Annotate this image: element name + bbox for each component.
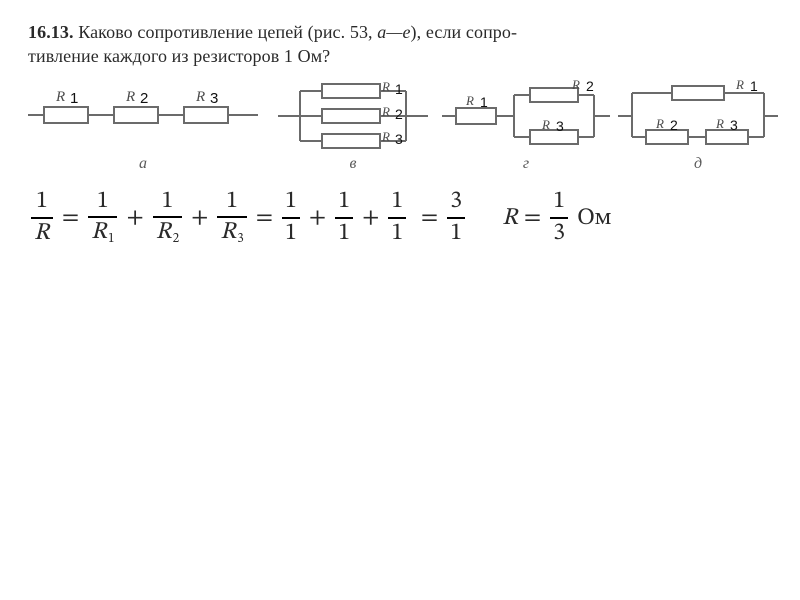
circuit-a-sub1: 1 (70, 90, 78, 107)
problem-italic-range: a—e (377, 22, 410, 42)
frac-1-over-R1: 1 R1 (88, 189, 117, 247)
svg-text:R: R (541, 117, 550, 132)
circuit-a-sub2: 2 (140, 90, 148, 107)
result-unit: Ом (571, 203, 611, 233)
t2-denR: R (156, 220, 172, 244)
eq-sign-1: = (56, 203, 85, 233)
v3n: 1 (388, 189, 406, 214)
frac-val-3: 1 1 (388, 189, 406, 245)
frac-result: 1 3 (550, 189, 568, 245)
eq-sign-3: = (409, 203, 444, 233)
circuit-d-sub3: 3 (730, 117, 738, 133)
circuit-v-sub1: 1 (395, 81, 403, 97)
problem-statement: 16.13. Каково сопротивление цепей (рис. … (28, 20, 772, 69)
equation-row: 1 R = 1 R1 + 1 R2 + 1 R3 = 1 1 + (28, 189, 772, 247)
rhs-num: 3 (447, 189, 465, 214)
circuit-a-sub3: 3 (210, 90, 218, 107)
t3-num: 1 (223, 189, 241, 214)
circuit-a-caption: a (28, 155, 258, 173)
v3d: 1 (388, 221, 406, 246)
svg-text:R: R (465, 93, 474, 108)
circuit-g-svg: R R R 1 2 3 (442, 79, 610, 153)
circuit-a: R R R 1 2 3 a (28, 79, 258, 153)
svg-text:R: R (381, 129, 390, 144)
t2-num: 1 (158, 189, 176, 214)
circuit-v-svg: R R R 1 2 3 (278, 79, 428, 153)
circuit-g-caption: г (442, 155, 610, 173)
circuit-g-sub3: 3 (556, 118, 564, 134)
rhs-den: 1 (447, 221, 465, 246)
frac-1-over-R2: 1 R2 (153, 189, 182, 247)
eq-sign-2: = (250, 203, 279, 233)
circuit-d-sub2: 2 (670, 117, 678, 133)
circuit-d-caption: д (618, 155, 778, 173)
page: 16.13. Каково сопротивление цепей (рис. … (0, 0, 800, 600)
res-num: 1 (550, 189, 568, 214)
v2d: 1 (335, 221, 353, 246)
t1-densub: 1 (107, 233, 115, 246)
problem-text-2: тивление каждого из резисторов 1 Ом? (28, 46, 330, 66)
result-eq: = (518, 203, 547, 233)
t1-num: 1 (94, 189, 112, 214)
svg-text:R: R (195, 89, 205, 105)
frac-3-over-1: 3 1 (447, 189, 465, 245)
v1n: 1 (282, 189, 300, 214)
problem-text-1b: ), если сопро- (411, 22, 518, 42)
circuit-g-sub1: 1 (480, 94, 488, 110)
t2-densub: 2 (172, 233, 180, 246)
svg-text:R: R (381, 79, 390, 94)
res-den: 3 (550, 221, 568, 246)
frac-val-2: 1 1 (335, 189, 353, 245)
t3-denR: R (220, 220, 236, 244)
problem-number: 16.13. (28, 22, 74, 42)
svg-text:R: R (715, 116, 724, 131)
t1-denR: R (91, 220, 107, 244)
circuit-d: R R R 1 2 3 д (618, 79, 778, 153)
plus-4: + (356, 203, 385, 233)
lhs-den: R (31, 221, 53, 246)
circuit-v: R R R 1 2 3 в (278, 79, 428, 153)
v1d: 1 (282, 221, 300, 246)
result-R: R (502, 203, 518, 233)
v2n: 1 (335, 189, 353, 214)
circuit-d-sub1: 1 (750, 79, 758, 94)
plus-3: + (303, 203, 332, 233)
frac-1-over-R: 1 R (31, 189, 53, 245)
svg-text:R: R (381, 104, 390, 119)
plus-2: + (185, 203, 214, 233)
plus-1: + (120, 203, 149, 233)
svg-text:R: R (125, 89, 135, 105)
problem-text-1a: Каково сопротивление цепей (рис. 53, (78, 22, 377, 42)
circuit-v-sub3: 3 (395, 131, 403, 147)
circuit-g: R R R 1 2 3 г (442, 79, 610, 153)
circuit-v-sub2: 2 (395, 106, 403, 122)
circuit-a-svg: R R R 1 2 3 (28, 79, 258, 153)
lhs-num: 1 (33, 189, 51, 214)
svg-text:R: R (55, 89, 65, 105)
circuit-d-svg: R R R 1 2 3 (618, 79, 778, 153)
circuit-g-sub2: 2 (586, 79, 594, 94)
circuit-row: R R R 1 2 3 a (28, 79, 772, 171)
svg-text:R: R (735, 79, 744, 92)
svg-text:R: R (655, 116, 664, 131)
t3-densub: 3 (236, 233, 244, 246)
circuit-v-caption: в (278, 155, 428, 173)
frac-val-1: 1 1 (282, 189, 300, 245)
frac-1-over-R3: 1 R3 (217, 189, 246, 247)
svg-text:R: R (571, 79, 580, 92)
